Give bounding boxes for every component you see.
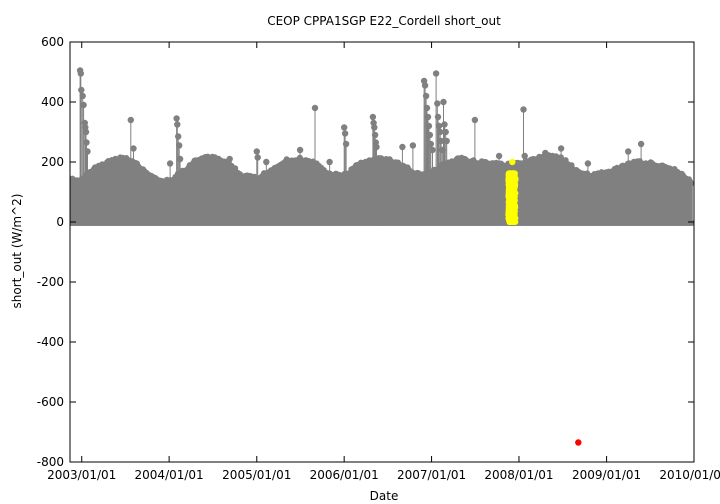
data-point [296, 146, 304, 154]
data-point [373, 143, 380, 151]
data-point [442, 128, 449, 136]
data-point [625, 148, 632, 155]
x-tick-label: 2010/01/01 [659, 468, 720, 482]
data-point [435, 122, 443, 130]
data-point [509, 158, 516, 166]
data-point [173, 176, 180, 183]
data-point [399, 143, 406, 151]
data-point [568, 162, 575, 169]
data-point [254, 154, 261, 161]
data-point [429, 146, 436, 154]
data-point [175, 133, 182, 140]
data-point [176, 142, 183, 149]
y-tick-label: 600 [41, 35, 64, 49]
chart-title: CEOP CPPA1SGP E22_Cordell short_out [267, 14, 501, 28]
data-point [341, 130, 349, 137]
data-point [311, 104, 319, 112]
data-point [326, 158, 333, 166]
data-point [78, 86, 85, 94]
data-point [371, 131, 379, 139]
data-point [226, 155, 233, 163]
y-axis-label: short_out (W/m^2) [10, 194, 24, 309]
data-point [423, 104, 431, 112]
data-point [341, 124, 348, 131]
data-point [176, 155, 184, 163]
data-point [437, 128, 444, 136]
data-point [674, 169, 681, 176]
data-point [432, 70, 440, 77]
data-point [688, 180, 694, 187]
data-point [471, 116, 479, 124]
data-point [84, 148, 91, 155]
x-tick-label: 2006/01/01 [310, 468, 379, 482]
y-tick-label: -400 [37, 335, 64, 349]
data-point [166, 160, 174, 167]
data-point [79, 92, 86, 100]
data-point [441, 121, 448, 128]
plot-area [70, 67, 694, 446]
data-point [584, 160, 592, 167]
data-point [427, 140, 434, 148]
y-tick-label: -800 [37, 455, 64, 469]
data-point [509, 170, 515, 177]
data-point [127, 116, 134, 124]
y-tick-label: 0 [56, 215, 64, 229]
data-point [437, 137, 445, 145]
data-point [426, 131, 434, 139]
data-point [520, 106, 527, 113]
data-point [173, 115, 180, 122]
data-point [347, 171, 354, 178]
y-tick-label: 200 [41, 155, 64, 169]
x-tick-label: 2008/01/01 [484, 468, 553, 482]
data-point [253, 148, 260, 155]
data-point [424, 113, 432, 121]
data-point [637, 140, 645, 148]
data-point [440, 98, 447, 106]
x-tick-label: 2005/01/01 [222, 468, 291, 482]
data-point [263, 158, 270, 166]
data-point [409, 142, 417, 149]
data-point [557, 145, 565, 152]
data-point [82, 128, 90, 136]
data-point [130, 145, 137, 152]
data-point [422, 92, 430, 100]
data-point [542, 149, 549, 157]
x-tick-label: 2003/01/01 [47, 468, 116, 482]
x-tick-label: 2009/01/01 [572, 468, 641, 482]
data-point [425, 122, 433, 130]
x-axis-label: Date [370, 489, 399, 503]
data-point [443, 137, 450, 145]
data-point [434, 113, 442, 121]
y-tick-label: 400 [41, 95, 64, 109]
data-point [623, 166, 630, 173]
data-point [369, 113, 377, 121]
data-point [521, 152, 528, 160]
plot-frame [69, 41, 695, 463]
y-tick-label: -200 [37, 275, 64, 289]
data-point [174, 121, 181, 128]
data-point [77, 70, 85, 77]
data-point [495, 152, 503, 160]
x-tick-label: 2004/01/01 [135, 468, 204, 482]
data-point [421, 82, 429, 89]
data-point [232, 165, 239, 172]
data-point [80, 101, 87, 109]
data-point [371, 124, 378, 131]
data-point [342, 140, 350, 148]
y-tick-label: -600 [37, 395, 64, 409]
data-point-outlier [575, 439, 582, 446]
data-point [83, 139, 90, 146]
data-point [434, 100, 441, 107]
x-tick-label: 2007/01/01 [397, 468, 466, 482]
